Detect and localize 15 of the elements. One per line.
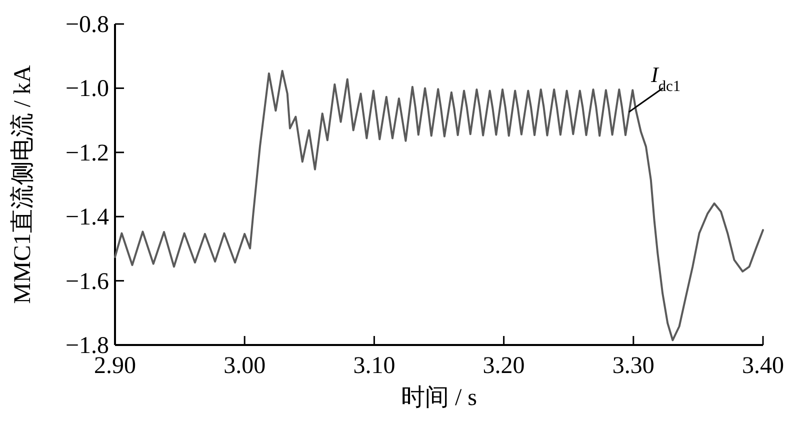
x-tick-label: 3.20 xyxy=(482,353,525,379)
x-tick-label: 3.00 xyxy=(224,353,266,379)
y-tick-label: −0.8 xyxy=(65,12,109,38)
y-tick-label: −1.4 xyxy=(65,204,109,231)
y-axis-title: MMC1直流侧电流 / kA xyxy=(9,64,36,304)
y-tick-label: −1.0 xyxy=(65,76,109,102)
x-tick-label: 3.40 xyxy=(742,353,784,379)
y-tick-label: −1.6 xyxy=(65,268,109,295)
y-tick-label: −1.2 xyxy=(65,140,109,166)
annotation: I$_{dc1}$ xyxy=(650,62,681,94)
x-axis-title: 时间 / s xyxy=(400,385,478,411)
x-tick-label: 3.30 xyxy=(612,353,654,379)
x-tick-label: 3.10 xyxy=(353,353,396,379)
line-series xyxy=(114,70,764,342)
x-tick-label: 2.90 xyxy=(94,353,136,379)
